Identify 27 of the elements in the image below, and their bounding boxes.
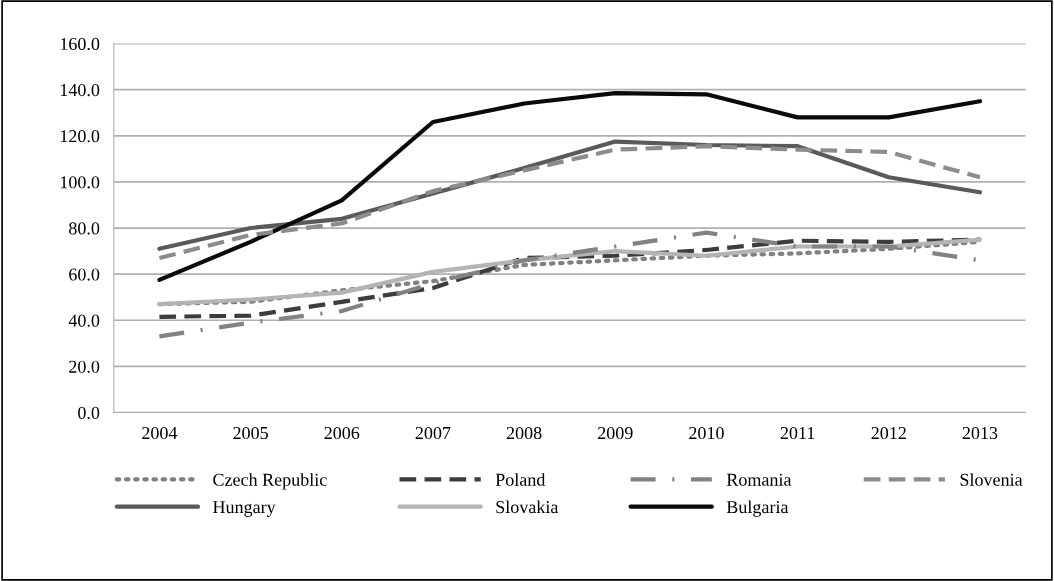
y-tick-label: 140.0: [60, 83, 100, 97]
x-tick-label: 2007: [415, 426, 451, 440]
legend-label: Czech Republic: [213, 473, 327, 490]
y-tick-label: 60.0: [69, 268, 100, 281]
line-series: [157, 91, 983, 283]
legend-label: Romania: [726, 473, 792, 486]
y-tick-label: 0.0: [78, 406, 100, 420]
y-tick-label: 80.0: [69, 222, 100, 235]
y-tick-label: 40.0: [68, 314, 100, 327]
x-tick-label: 2010: [689, 426, 724, 440]
legend-label: Hungary: [212, 501, 276, 517]
x-tick-label: 2008: [506, 426, 542, 440]
y-tick-label: 120.0: [60, 130, 100, 143]
x-tick-label: 2009: [598, 426, 633, 440]
x-tick-label: 2005: [233, 426, 268, 440]
y-tick-label: 160.0: [60, 37, 100, 51]
x-tick-label: 2012: [871, 426, 906, 440]
x-tick-label: 2004: [142, 426, 178, 440]
legend-label: Slovakia: [496, 500, 559, 514]
legend-label: Poland: [495, 473, 546, 486]
legend-label: Bulgaria: [726, 500, 789, 517]
legend-label: Slovenia: [960, 473, 1023, 486]
y-tick-label: 20.0: [69, 360, 100, 373]
x-tick-label: 2006: [324, 426, 360, 440]
x-tick-label: 2011: [780, 426, 815, 440]
y-tick-label: 100.0: [60, 176, 100, 189]
x-tick-label: 2013: [962, 426, 998, 440]
